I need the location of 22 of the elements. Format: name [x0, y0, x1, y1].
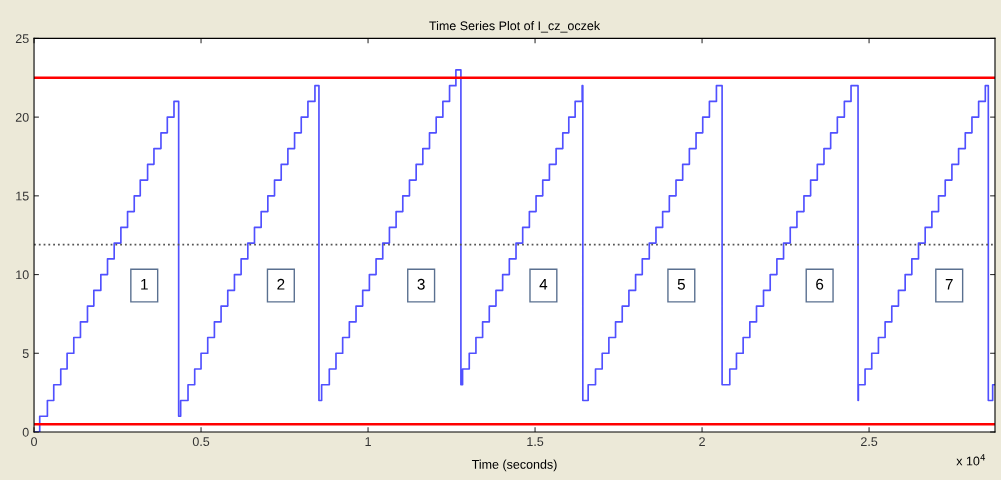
- annotation: 6: [816, 278, 824, 290]
- y-tick-label: 20: [15, 112, 29, 122]
- x-tick-label: 1.5: [527, 437, 544, 447]
- x-tick-label: 2: [699, 437, 705, 446]
- x-tick-label: 0.5: [192, 437, 210, 447]
- y-tick-label: 15: [16, 191, 29, 201]
- x-tick-label: 2.5: [861, 437, 878, 447]
- x-tick-label: 0: [31, 437, 38, 447]
- annotation: 3: [417, 278, 425, 290]
- y-tick-label: 10: [16, 270, 29, 280]
- x-axis-title: Time (seconds): [471, 459, 557, 472]
- text: x 10$^{4}$: [956, 454, 986, 466]
- annotation: 7: [945, 279, 953, 290]
- annotation: 5: [677, 279, 685, 290]
- annotation: 1: [141, 279, 148, 290]
- annotation: 2: [277, 278, 285, 290]
- x-tick-label: 1: [365, 437, 371, 446]
- y-tick-label: 25: [15, 34, 29, 44]
- y-tick-label: 5: [22, 349, 29, 358]
- y-tick-label: 0: [22, 427, 29, 437]
- chart-title: Time Series Plot of I_cz_oczek: [429, 21, 601, 33]
- annotation: 4: [539, 279, 548, 290]
